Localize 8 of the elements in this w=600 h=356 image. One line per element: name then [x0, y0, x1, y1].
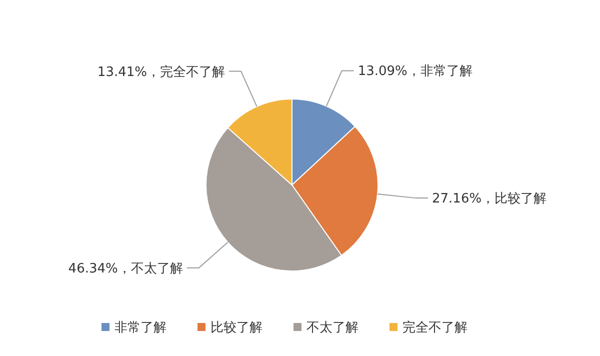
data-label: 13.41%，完全不了解 — [97, 64, 226, 80]
data-label: 13.09%，非常了解 — [358, 64, 472, 80]
legend-label: 比较了解 — [210, 320, 262, 336]
legend-label: 不太了解 — [306, 320, 358, 336]
legend-label: 非常了解 — [114, 320, 166, 336]
legend-label: 完全不了解 — [402, 320, 468, 336]
data-label: 27.16%，比较了解 — [432, 192, 547, 207]
data-label: 46.34%，不太了解 — [68, 261, 183, 276]
